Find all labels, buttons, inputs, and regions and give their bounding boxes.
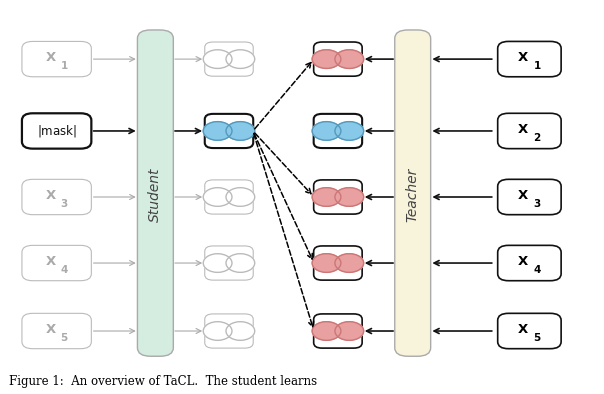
Text: $\mathbf{5}$: $\mathbf{5}$: [533, 331, 541, 343]
Circle shape: [312, 188, 341, 206]
FancyBboxPatch shape: [22, 313, 91, 349]
FancyBboxPatch shape: [205, 114, 253, 148]
Text: Student: Student: [149, 168, 162, 222]
Circle shape: [335, 50, 364, 69]
FancyBboxPatch shape: [22, 113, 91, 149]
Text: $\mathbf{X}$: $\mathbf{X}$: [518, 123, 529, 136]
Circle shape: [226, 188, 255, 206]
FancyBboxPatch shape: [313, 180, 362, 214]
FancyBboxPatch shape: [498, 313, 561, 349]
FancyBboxPatch shape: [498, 179, 561, 215]
Circle shape: [204, 188, 232, 206]
Text: $\mathbf{3}$: $\mathbf{3}$: [533, 197, 541, 209]
FancyBboxPatch shape: [205, 314, 253, 348]
Text: $\mathbf{4}$: $\mathbf{4}$: [60, 263, 69, 275]
FancyBboxPatch shape: [205, 180, 253, 214]
Text: $\mathbf{X}$: $\mathbf{X}$: [45, 189, 57, 202]
FancyBboxPatch shape: [313, 246, 362, 280]
Circle shape: [226, 50, 255, 69]
Circle shape: [312, 322, 341, 340]
Text: $\mathbf{X}$: $\mathbf{X}$: [45, 51, 57, 64]
Circle shape: [226, 254, 255, 272]
Circle shape: [204, 322, 232, 340]
Text: $\mathbf{X}$: $\mathbf{X}$: [518, 51, 529, 64]
Circle shape: [204, 50, 232, 69]
FancyBboxPatch shape: [22, 179, 91, 215]
Circle shape: [204, 122, 232, 140]
FancyBboxPatch shape: [498, 113, 561, 149]
Circle shape: [335, 322, 364, 340]
FancyBboxPatch shape: [138, 30, 173, 356]
Circle shape: [335, 188, 364, 206]
Circle shape: [312, 50, 341, 69]
Text: $\mathbf{1}$: $\mathbf{1}$: [60, 59, 69, 71]
Circle shape: [226, 322, 255, 340]
Text: $\mathbf{2}$: $\mathbf{2}$: [533, 131, 541, 143]
Circle shape: [204, 254, 232, 272]
Text: $\mathbf{5}$: $\mathbf{5}$: [60, 331, 69, 343]
Text: $\mathbf{X}$: $\mathbf{X}$: [518, 189, 529, 202]
FancyBboxPatch shape: [205, 42, 253, 76]
Text: $\mathbf{X}$: $\mathbf{X}$: [518, 323, 529, 336]
FancyBboxPatch shape: [498, 245, 561, 281]
FancyBboxPatch shape: [313, 314, 362, 348]
Text: $\mathbf{X}$: $\mathbf{X}$: [518, 255, 529, 268]
Text: $\mathbf{1}$: $\mathbf{1}$: [533, 59, 541, 71]
Circle shape: [335, 254, 364, 272]
FancyBboxPatch shape: [498, 41, 561, 77]
Text: Figure 1:  An overview of TaCL.  The student learns: Figure 1: An overview of TaCL. The stude…: [9, 375, 317, 388]
Text: $\mathbf{X}$: $\mathbf{X}$: [45, 323, 57, 336]
FancyBboxPatch shape: [395, 30, 431, 356]
Text: $\mathbf{4}$: $\mathbf{4}$: [533, 263, 542, 275]
Text: Teacher: Teacher: [406, 168, 420, 222]
FancyBboxPatch shape: [22, 41, 91, 77]
FancyBboxPatch shape: [313, 42, 362, 76]
Text: $\mathbf{X}$: $\mathbf{X}$: [45, 255, 57, 268]
FancyBboxPatch shape: [22, 245, 91, 281]
Circle shape: [226, 122, 255, 140]
Text: $\mathbf{3}$: $\mathbf{3}$: [60, 197, 69, 209]
Circle shape: [335, 122, 364, 140]
FancyBboxPatch shape: [205, 246, 253, 280]
Text: $|\mathrm{mask}|$: $|\mathrm{mask}|$: [37, 123, 77, 139]
FancyBboxPatch shape: [313, 114, 362, 148]
Circle shape: [312, 122, 341, 140]
Circle shape: [312, 254, 341, 272]
